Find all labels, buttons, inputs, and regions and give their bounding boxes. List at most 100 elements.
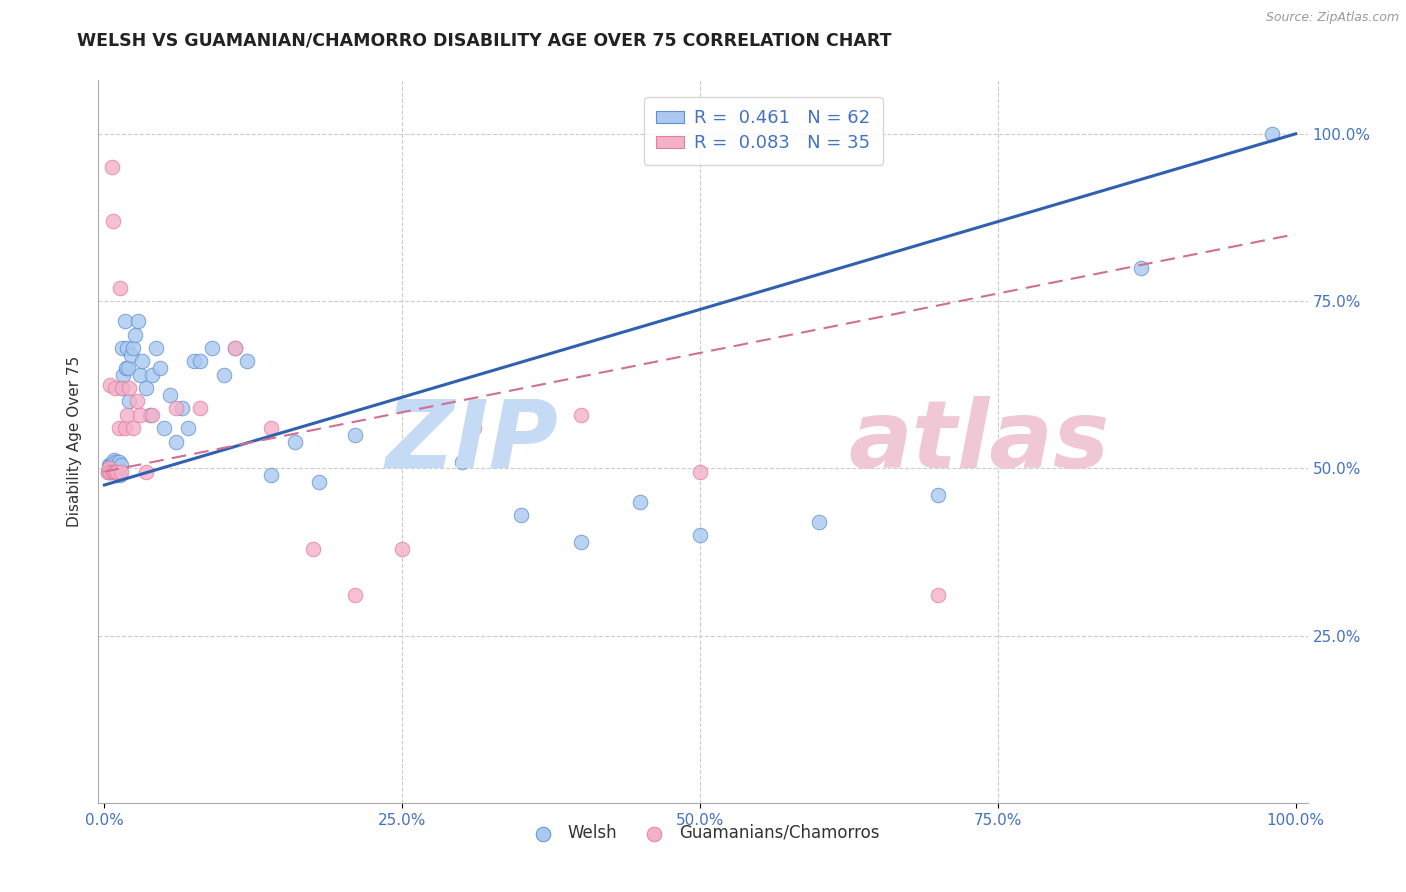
Point [101,455,124,469]
Point [110,458,132,472]
Point [114,314,136,328]
Text: ZIP: ZIP [385,395,558,488]
Point [463,421,485,435]
Point [98,461,121,475]
Point [127,314,149,328]
Point [153,421,176,435]
Point [689,465,711,479]
Point [260,421,283,435]
Point [107,465,129,479]
Point [808,515,831,529]
Point [927,589,949,603]
Point [120,348,142,362]
Legend: Welsh, Guamanians/Chamorros: Welsh, Guamanians/Chamorros [520,817,886,848]
Point [224,341,246,355]
Point [115,341,138,355]
Point [141,368,163,382]
Point [170,401,193,416]
Point [114,361,136,376]
Point [1129,260,1152,275]
Point [101,465,124,479]
Point [108,281,131,295]
Point [111,381,134,395]
Point [114,421,136,435]
Text: atlas: atlas [848,395,1109,488]
Point [104,381,127,395]
Text: WELSH VS GUAMANIAN/CHAMORRO DISABILITY AGE OVER 75 CORRELATION CHART: WELSH VS GUAMANIAN/CHAMORRO DISABILITY A… [77,31,891,49]
Point [112,368,135,382]
Point [115,408,138,422]
Point [177,421,200,435]
Point [98,458,121,472]
Point [149,361,172,376]
Point [97,465,120,479]
Point [212,368,235,382]
Point [98,465,121,479]
Point [183,354,205,368]
Point [107,421,129,435]
Point [104,461,127,475]
Point [105,458,128,472]
Point [129,368,152,382]
Point [391,541,413,556]
Point [118,381,141,395]
Point [236,354,259,368]
Point [122,421,145,435]
Point [124,327,146,342]
Point [224,341,246,355]
Point [569,534,592,549]
Point [302,541,325,556]
Point [141,408,163,422]
Point [100,161,122,175]
Point [98,377,121,392]
Point [103,453,125,467]
Point [103,462,125,476]
Point [105,465,128,479]
Point [510,508,533,523]
Point [129,408,152,422]
Point [308,475,330,489]
Point [343,427,366,442]
Point [135,465,157,479]
Point [100,461,122,475]
Point [98,458,121,472]
Point [107,455,129,469]
Point [159,387,181,401]
Point [107,461,129,475]
Point [103,465,125,479]
Point [391,448,413,462]
Point [450,455,472,469]
Point [108,467,131,482]
Point [165,401,187,416]
Point [630,494,652,508]
Point [145,341,167,355]
Point [569,408,592,422]
Y-axis label: Disability Age Over 75: Disability Age Over 75 [67,356,83,527]
Point [110,465,132,479]
Point [98,465,121,479]
Point [117,361,139,376]
Point [188,354,211,368]
Text: Source: ZipAtlas.com: Source: ZipAtlas.com [1265,11,1399,24]
Point [1261,127,1284,141]
Point [101,214,124,228]
Point [111,381,134,395]
Point [284,434,307,449]
Point [103,465,125,479]
Point [111,341,134,355]
Point [138,408,160,422]
Point [107,465,129,479]
Point [260,467,283,482]
Point [927,488,949,502]
Point [125,394,148,409]
Point [188,401,211,416]
Point [135,381,157,395]
Point [105,455,128,469]
Point [122,341,145,355]
Point [97,465,120,479]
Point [131,354,153,368]
Point [343,589,366,603]
Point [200,341,222,355]
Point [101,458,124,472]
Point [689,528,711,542]
